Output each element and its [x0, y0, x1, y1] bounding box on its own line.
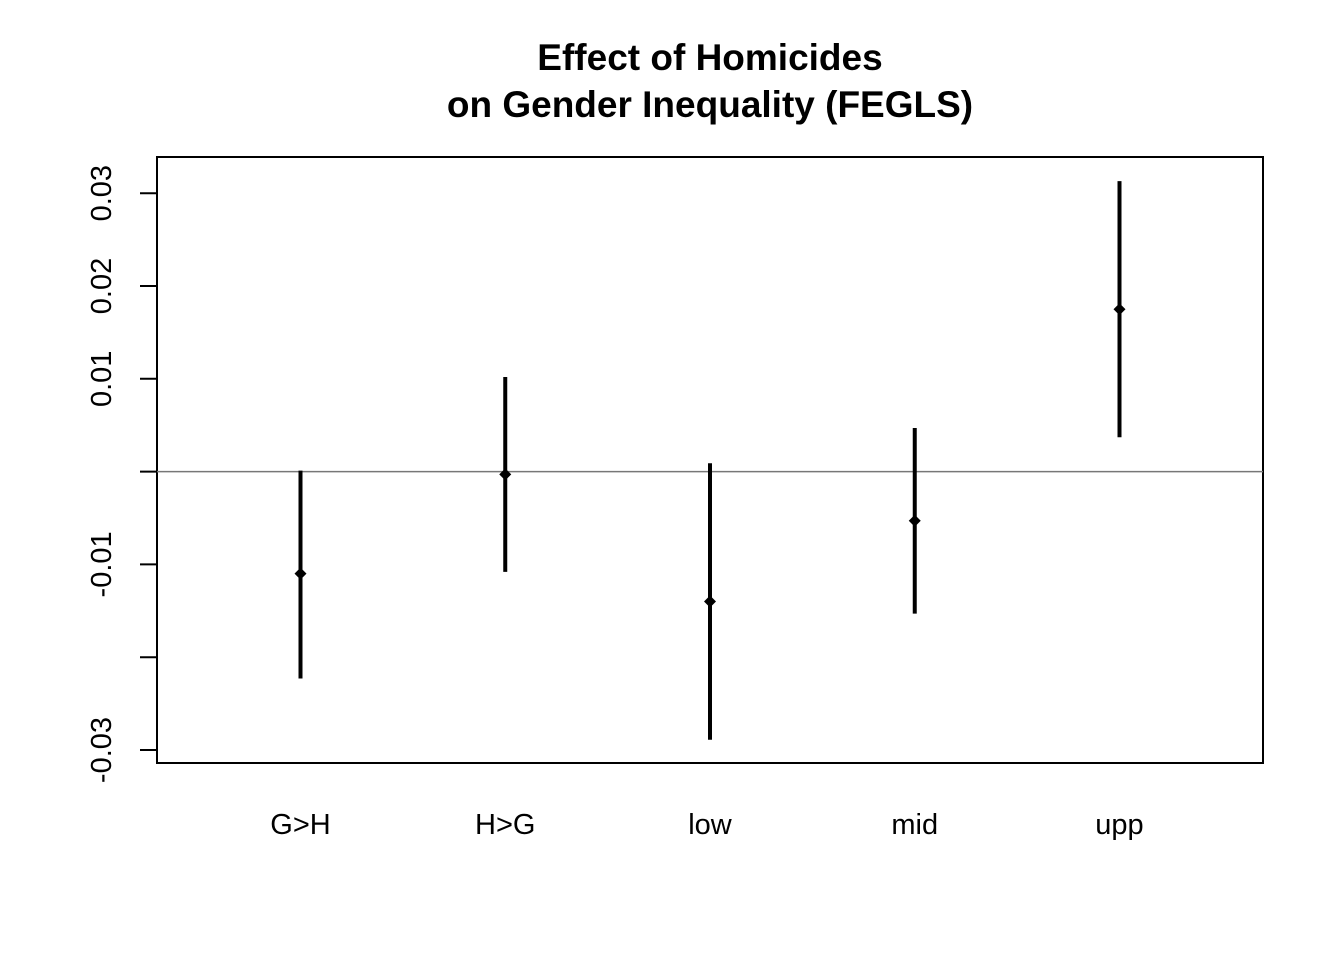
- y-axis: -0.03 -0.01 0.01 0.02 0.03: [86, 165, 157, 783]
- x-category-label: H>G: [475, 809, 535, 841]
- y-tick-label: 0.02: [86, 258, 118, 314]
- series-group: [294, 181, 1126, 740]
- y-tick-label: -0.01: [86, 531, 118, 597]
- chart-title-line-2: on Gender Inequality (FEGLS): [447, 84, 973, 125]
- plot-frame: [156, 156, 1264, 764]
- y-tick-label: 0.03: [86, 165, 118, 221]
- x-category-label: upp: [1095, 809, 1143, 841]
- chart-title-line-1: Effect of Homicides: [537, 37, 882, 78]
- y-tick-label: -0.03: [86, 717, 118, 783]
- y-tick-label: 0.01: [86, 351, 118, 407]
- x-axis-labels: G>H H>G low mid upp: [270, 809, 1143, 841]
- point-estimate-3: [908, 514, 921, 527]
- point-estimate-2: [704, 595, 716, 608]
- point-estimate-0: [294, 567, 307, 580]
- x-category-label: G>H: [270, 809, 330, 841]
- point-estimate-4: [1113, 303, 1126, 316]
- x-category-label: mid: [891, 809, 938, 841]
- point-estimate-1: [499, 468, 512, 481]
- x-category-label: low: [688, 809, 733, 841]
